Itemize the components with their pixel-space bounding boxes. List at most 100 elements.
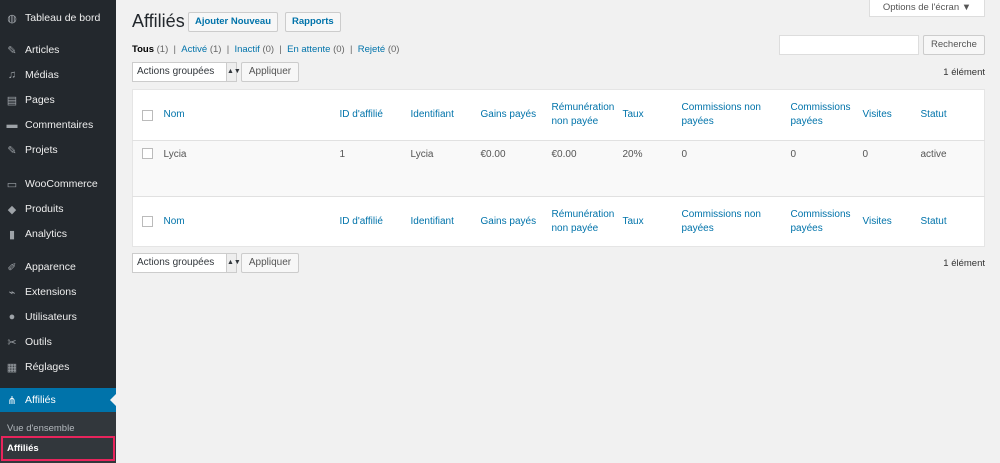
submenu-affiliates[interactable]: Affiliés — [7, 443, 39, 454]
column-header[interactable]: Statut — [920, 215, 947, 227]
sidebar-item-8[interactable]: ▮ Analytics — [0, 222, 116, 246]
comment-icon: ▬ — [6, 119, 18, 131]
select-all-checkbox[interactable] — [142, 216, 153, 227]
column-header[interactable]: Rémunération non payée — [551, 208, 615, 234]
pin-icon: ✎ — [7, 144, 17, 157]
add-new-button[interactable]: Ajouter Nouveau — [188, 12, 279, 32]
sidebar-item-10[interactable]: ⌁ Extensions — [0, 280, 116, 304]
highlight-box — [1, 436, 115, 461]
column-header[interactable]: Gains payés — [480, 109, 537, 120]
sidebar-item-2[interactable]: ♫ Médias — [0, 63, 116, 87]
sidebar-item-label: WooCommerce — [25, 178, 98, 190]
filter-link[interactable]: Rejeté — [357, 44, 386, 55]
table-cell: €0.00 — [551, 149, 577, 160]
filter-count: (0) — [262, 44, 275, 55]
screen-options-button[interactable]: Options de l'écran ▼ — [869, 0, 985, 17]
filter-link[interactable]: Inactif — [234, 44, 260, 55]
sidebar-item-9[interactable]: ✐ Apparence — [0, 255, 116, 279]
sidebar-item-0[interactable]: ◍ Tableau de bord — [0, 6, 116, 30]
sidebar-item-6[interactable]: ▭ WooCommerce — [0, 172, 116, 196]
plugin-icon: ⌁ — [8, 286, 16, 299]
sidebar-item-4[interactable]: ▬ Commentaires — [0, 113, 116, 137]
search-button[interactable]: Recherche — [923, 35, 985, 55]
column-header[interactable]: Commissions payées — [790, 208, 851, 234]
wrench-icon: ✂ — [7, 336, 17, 349]
table-cell[interactable]: 0 — [862, 149, 869, 160]
bulk-actions-select-top[interactable]: Actions groupées ▲▼ — [132, 62, 241, 82]
column-header[interactable]: Identifiant — [410, 215, 454, 227]
row-checkbox[interactable] — [142, 148, 153, 159]
column-header[interactable]: Identifiant — [410, 109, 454, 120]
affiliate-icon: ⋔ — [7, 394, 17, 407]
sidebar-item-label: Réglages — [25, 361, 70, 373]
sidebar-item-13[interactable]: ▦ Réglages — [0, 355, 116, 379]
filter-count: (0) — [387, 44, 400, 55]
apply-button-bottom[interactable]: Appliquer — [241, 253, 299, 273]
brush-icon: ✐ — [7, 261, 17, 274]
sidebar-item-12[interactable]: ✂ Outils — [0, 330, 116, 354]
column-header[interactable]: Commissions non payées — [681, 102, 761, 127]
sidebar-item-1[interactable]: ✎ Articles — [0, 38, 116, 62]
table-header-row: Nom ID d'affilié Identifiant Gains payés Rém… — [133, 90, 985, 141]
page-title: Affiliés — [132, 11, 185, 31]
box-icon: ◆ — [7, 203, 17, 216]
sidebar-item-5[interactable]: ✎ Projets — [0, 138, 116, 162]
column-header[interactable]: Commissions non payées — [681, 208, 761, 234]
woocommerce-icon: ▭ — [6, 178, 18, 191]
sidebar-item-label: Produits — [25, 203, 64, 215]
submenu-overview[interactable]: Vue d'ensemble — [7, 423, 75, 434]
table-cell: €0.00 — [480, 149, 506, 160]
sidebar-item-label: Projets — [25, 144, 58, 156]
column-header[interactable]: Commissions payées — [790, 102, 851, 127]
select-all-cell — [133, 197, 161, 247]
filter-link[interactable]: Activé — [181, 44, 208, 55]
filter-count: (0) — [333, 44, 345, 55]
column-header[interactable]: Taux — [622, 215, 644, 227]
user-icon: ● — [8, 311, 16, 323]
table-cell[interactable]: 0 — [681, 149, 688, 160]
apply-button-top[interactable]: Appliquer — [241, 62, 299, 82]
reports-button[interactable]: Rapports — [285, 12, 341, 32]
table-header-row: Nom ID d'affilié Identifiant Gains payés Rém… — [132, 196, 985, 247]
select-all-checkbox[interactable] — [142, 109, 153, 121]
filter-link[interactable]: En attente — [287, 44, 331, 55]
table-cell: Lycia — [410, 149, 434, 160]
sidebar-item-label: Utilisateurs — [25, 311, 77, 323]
row-select-cell — [133, 141, 161, 197]
sidebar-item-label: Analytics — [25, 228, 68, 240]
table-cell[interactable]: 0 — [790, 149, 797, 160]
bar-chart-icon: ▮ — [8, 228, 16, 241]
table-cell: 20% — [622, 149, 643, 160]
sidebar-item-11[interactable]: ● Utilisateurs — [0, 305, 116, 329]
pages-icon: ▤ — [6, 94, 18, 107]
sidebar-item-7[interactable]: ◆ Produits — [0, 197, 116, 221]
column-header[interactable]: Statut — [920, 109, 947, 120]
column-header[interactable]: Visites — [862, 215, 892, 227]
column-header[interactable]: ID d'affilié — [339, 215, 383, 227]
bulk-label: Actions groupées — [137, 66, 215, 77]
sidebar-item-3[interactable]: ▤ Pages — [0, 88, 116, 112]
column-header[interactable]: Taux — [622, 109, 644, 120]
table-cell[interactable]: Lycia — [163, 149, 187, 160]
sidebar-item-label: Médias — [25, 69, 59, 81]
dropdown-arrow-icon: ▲▼ — [226, 254, 241, 272]
filter-link[interactable]: Tous — [132, 44, 154, 55]
search-input[interactable] — [779, 35, 919, 55]
affiliates-table: Nom ID d'affilié Identifiant Gains payés Rém… — [132, 89, 985, 247]
bulk-actions-select-bottom[interactable]: Actions groupées ▲▼ — [132, 253, 241, 273]
column-header[interactable]: Nom — [163, 215, 185, 227]
table-row: Lycia 1 Lycia €0.00 €0.00 20% 0 0 0 active — [132, 140, 985, 197]
admin-sidebar: ◍ Tableau de bord ✎ Articles ♫ Médias ▤ Pages ▬ C… — [0, 0, 116, 463]
sidebar-item-label: Commentaires — [25, 119, 94, 131]
sidebar-item-label: Affiliés — [25, 394, 56, 406]
column-header[interactable]: Nom — [163, 109, 185, 120]
column-header[interactable]: ID d'affilié — [339, 109, 383, 120]
column-header[interactable]: Visites — [862, 109, 892, 120]
column-header[interactable]: Gains payés — [480, 215, 537, 227]
table-cell: 1 — [339, 149, 346, 160]
sidebar-item-label: Extensions — [25, 286, 77, 298]
column-header[interactable]: Rémunération non payée — [551, 102, 615, 127]
sidebar-item-label: Articles — [25, 44, 60, 56]
sidebar-item-label: Tableau de bord — [25, 12, 101, 24]
sidebar-item-14[interactable]: ⋔ Affiliés — [0, 388, 116, 412]
